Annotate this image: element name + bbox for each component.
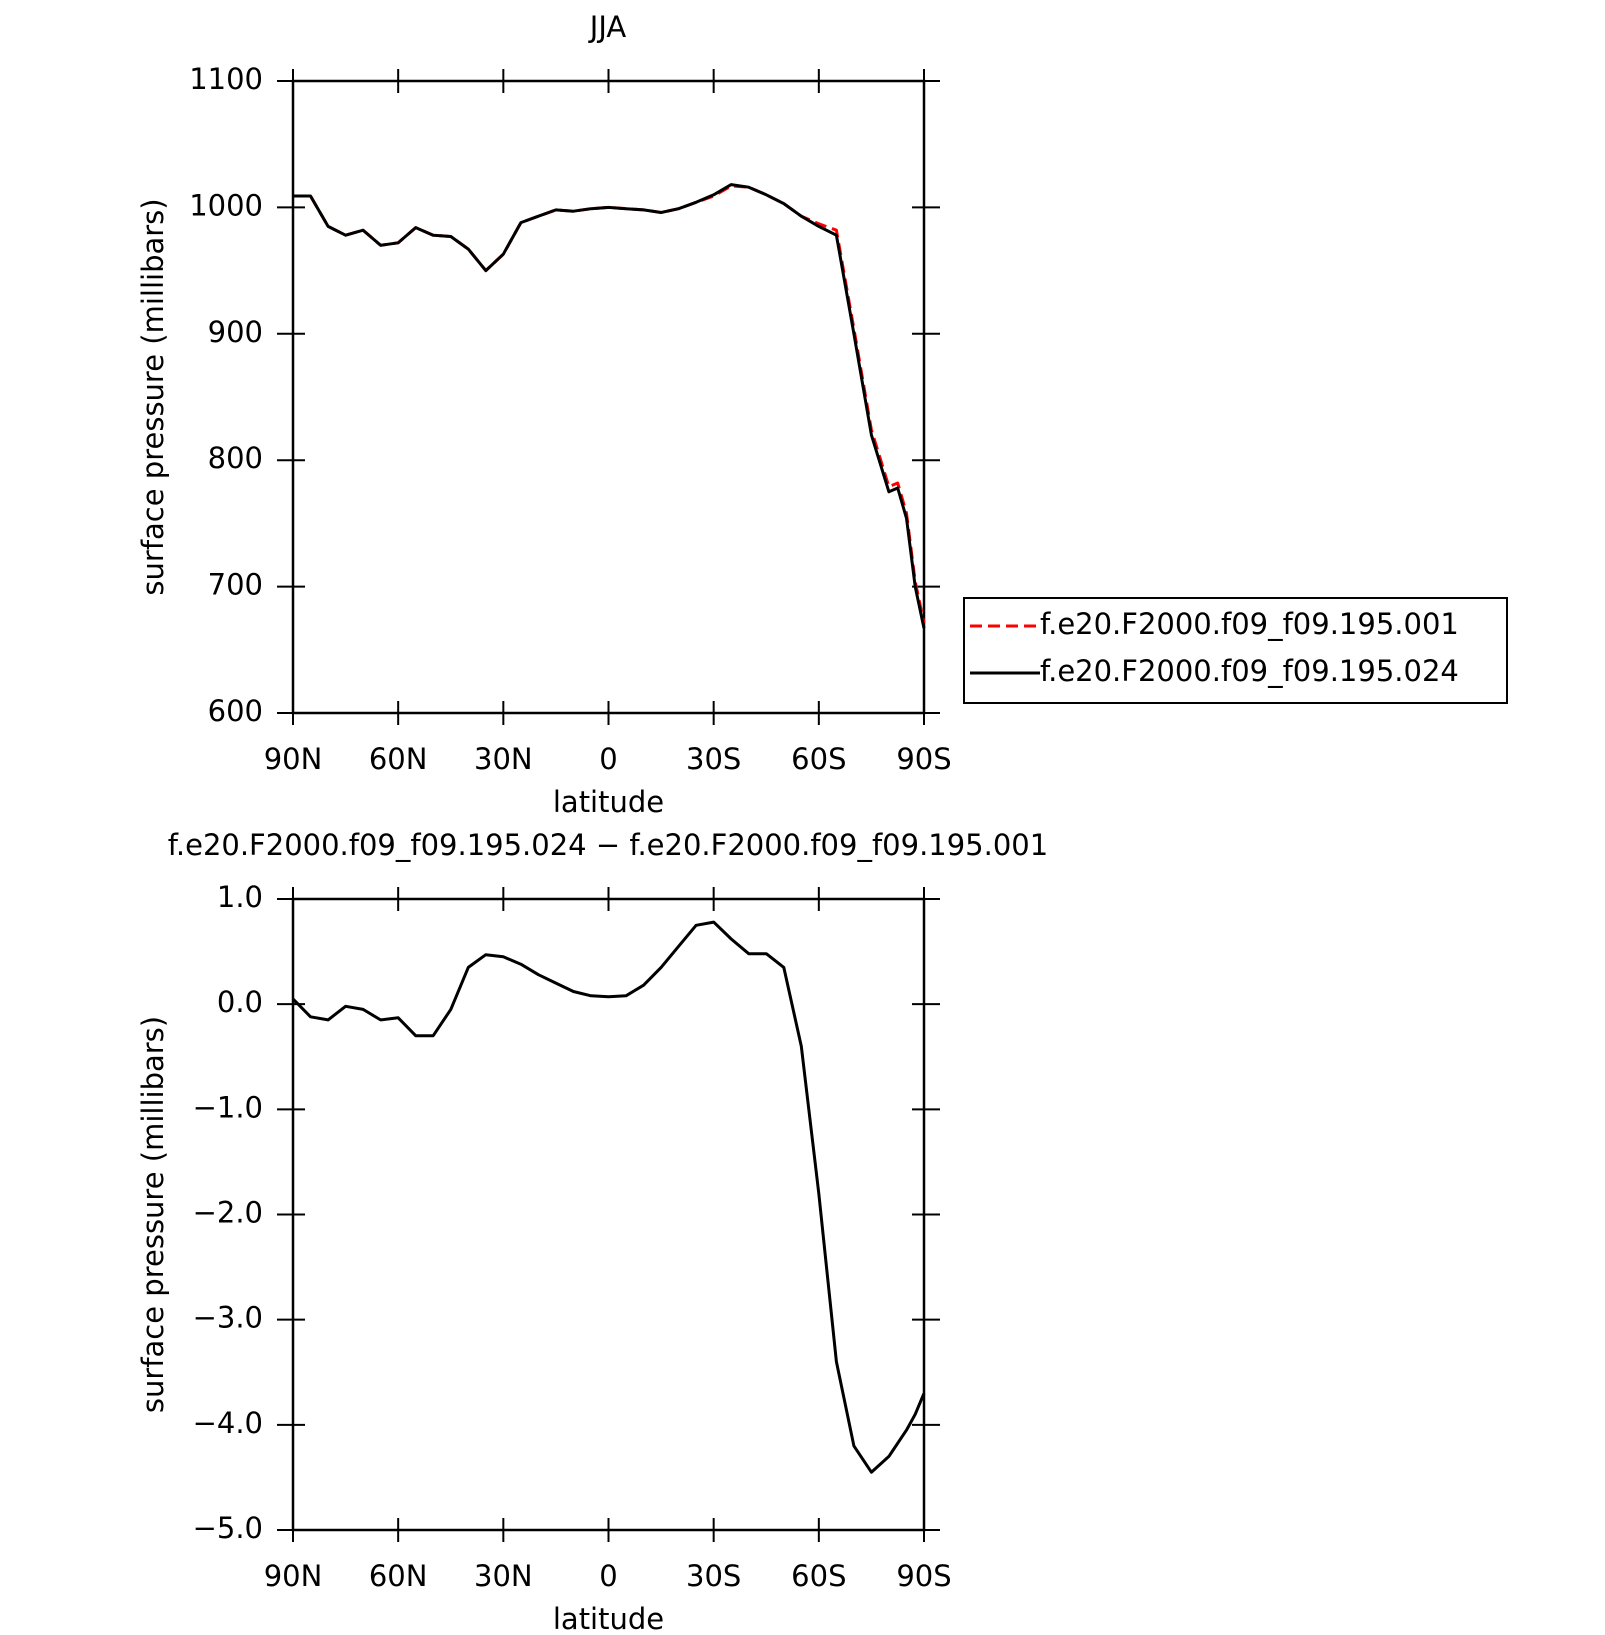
legend-box (963, 597, 1508, 704)
x-tick-label: 0 (599, 742, 617, 776)
y-axis-label: surface pressure (millibars) (136, 198, 170, 595)
x-axis-label: latitude (553, 1602, 664, 1635)
y-tick-label: −5.0 (193, 1511, 263, 1545)
y-tick-label: 600 (208, 694, 263, 728)
y-tick-label: −3.0 (193, 1301, 263, 1335)
plot-frame (291, 897, 926, 1532)
x-tick-label: 0 (599, 1559, 617, 1593)
x-tick-label: 30N (474, 742, 533, 776)
x-axis-label: latitude (553, 785, 664, 819)
x-tick-label: 30S (686, 742, 741, 776)
x-tick-label: 60S (791, 742, 846, 776)
y-tick-label: 1.0 (217, 880, 263, 914)
y-tick-label: −4.0 (193, 1406, 263, 1440)
chart-title: JJA (588, 10, 627, 44)
y-tick-label: 1100 (189, 62, 263, 96)
plot-frame (291, 79, 926, 715)
y-tick-label: 900 (208, 315, 263, 349)
y-tick-label: −1.0 (193, 1090, 263, 1124)
x-tick-label: 60N (369, 742, 428, 776)
y-tick-label: 1000 (189, 188, 263, 222)
y-tick-label: 0.0 (217, 985, 263, 1019)
x-tick-label: 60N (369, 1559, 428, 1593)
x-tick-label: 90S (896, 742, 951, 776)
series-line (293, 184, 926, 624)
y-axis-label: surface pressure (millibars) (136, 1016, 170, 1413)
x-tick-label: 90S (896, 1559, 951, 1593)
x-tick-label: 60S (791, 1559, 846, 1593)
legend-label: f.e20.F2000.f09_f09.195.024 (1040, 654, 1459, 688)
y-tick-label: −2.0 (193, 1196, 263, 1230)
series-line (293, 183, 926, 629)
legend-label: f.e20.F2000.f09_f09.195.001 (1040, 607, 1459, 641)
y-tick-label: 700 (208, 568, 263, 602)
chart-title: f.e20.F2000.f09_f09.195.024 − f.e20.F200… (168, 828, 1048, 862)
x-tick-label: 90N (264, 742, 323, 776)
x-tick-label: 30S (686, 1559, 741, 1593)
y-tick-label: 800 (208, 441, 263, 475)
x-tick-label: 90N (264, 1559, 323, 1593)
x-tick-label: 30N (474, 1559, 533, 1593)
series-line (291, 920, 926, 1474)
